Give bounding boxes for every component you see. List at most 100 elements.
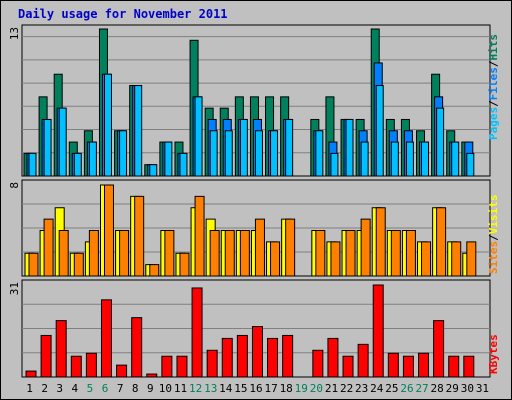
pages-bar (209, 130, 218, 177)
day-label: 31 (476, 382, 489, 395)
kbytes-bar (418, 352, 430, 378)
pages-bar (134, 85, 143, 177)
legend-sep: / (487, 100, 500, 107)
legend-visits: Visits (487, 195, 500, 235)
pages-bar (254, 130, 263, 177)
day-label: 26 (400, 382, 413, 395)
kbytes-bar (40, 334, 52, 378)
sites-bar (285, 218, 296, 277)
legend-kbytes: KBytes (487, 334, 500, 374)
sites-bar (134, 195, 145, 277)
sites-bar (405, 230, 416, 277)
pages-bar (58, 107, 67, 177)
day-label: 4 (72, 382, 79, 395)
kbytes-bar (116, 364, 128, 378)
pages-bar (149, 164, 158, 177)
day-label: 5 (87, 382, 94, 395)
kbytes-bar (236, 334, 248, 378)
sites-bar (194, 195, 205, 277)
day-label: 30 (461, 382, 474, 395)
day-label: 28 (431, 382, 444, 395)
kbytes-bar (206, 349, 218, 378)
kbytes-bar (267, 337, 279, 378)
day-label: 8 (132, 382, 139, 395)
sites-bar (224, 230, 235, 277)
kbytes-bar (191, 287, 203, 378)
sites-bar (360, 218, 371, 277)
pages-bar (28, 152, 37, 177)
kbytes-bar (146, 373, 158, 378)
kbytes-bar (327, 337, 339, 378)
legend-sites: Sites (487, 241, 500, 274)
day-label: 16 (249, 382, 262, 395)
kbytes-bar (55, 320, 67, 378)
day-label: 22 (340, 382, 353, 395)
day-label: 15 (234, 382, 247, 395)
pages-bar (119, 130, 128, 177)
kbytes-bar (357, 343, 369, 378)
sites-bar (315, 230, 326, 277)
kbytes-bar (161, 355, 173, 378)
sites-bar (58, 230, 69, 277)
sites-bar (209, 230, 220, 277)
pages-bar (315, 130, 324, 177)
pages-bar (239, 118, 248, 177)
day-label: 13 (204, 382, 217, 395)
kbytes-bar (100, 299, 112, 378)
day-label: 29 (446, 382, 459, 395)
legend-sep: / (487, 60, 500, 67)
day-label: 14 (219, 382, 233, 395)
day-label: 9 (147, 382, 154, 395)
sites-bar (270, 241, 281, 277)
pages-bar (194, 96, 203, 177)
pages-bar (360, 141, 369, 177)
sites-bar (149, 264, 160, 277)
day-label: 3 (56, 382, 63, 395)
legend-pages: Pages (487, 107, 500, 140)
ymax-label-1: 13 (8, 27, 21, 40)
kbytes-bar (448, 355, 460, 378)
pages-bar (345, 118, 354, 177)
legend-sep: / (487, 234, 500, 241)
sites-bar (43, 218, 54, 277)
pages-bar (375, 85, 384, 177)
kbytes-bar (402, 355, 414, 378)
ymax-label-3: 31 (8, 282, 21, 295)
kbytes-bar (85, 352, 97, 378)
sites-bar (119, 230, 130, 277)
sites-bar (451, 241, 462, 277)
day-label: 6 (102, 382, 109, 395)
pages-bar (103, 73, 112, 177)
pages-bar (285, 118, 294, 177)
legend-2: Sites/Visits (487, 195, 500, 275)
pages-bar (390, 141, 399, 177)
pages-bar (164, 141, 173, 177)
pages-bar (88, 141, 97, 177)
pages-bar (436, 107, 445, 177)
day-label: 25 (385, 382, 398, 395)
pages-bar (466, 152, 475, 177)
sites-bar (375, 207, 386, 277)
kbytes-bar (251, 326, 263, 378)
day-label: 7 (117, 382, 124, 395)
pages-bar (421, 141, 430, 177)
pages-bar (451, 141, 460, 177)
kbytes-bar (221, 337, 233, 378)
sites-bar (254, 218, 265, 277)
day-label: 27 (415, 382, 428, 395)
pages-bar (405, 141, 414, 177)
sites-bar (421, 241, 432, 277)
day-label: 11 (174, 382, 187, 395)
sites-bar (103, 184, 114, 277)
day-label: 20 (310, 382, 323, 395)
kbytes-bar (463, 355, 475, 378)
kbytes-bar (176, 355, 188, 378)
sites-bar (330, 241, 341, 277)
day-label: 17 (264, 382, 277, 395)
pages-bar (73, 152, 82, 177)
legend-hits: Hits (487, 34, 500, 61)
kbytes-bar (342, 355, 354, 378)
pages-bar (224, 130, 233, 177)
sites-bar (239, 230, 250, 277)
